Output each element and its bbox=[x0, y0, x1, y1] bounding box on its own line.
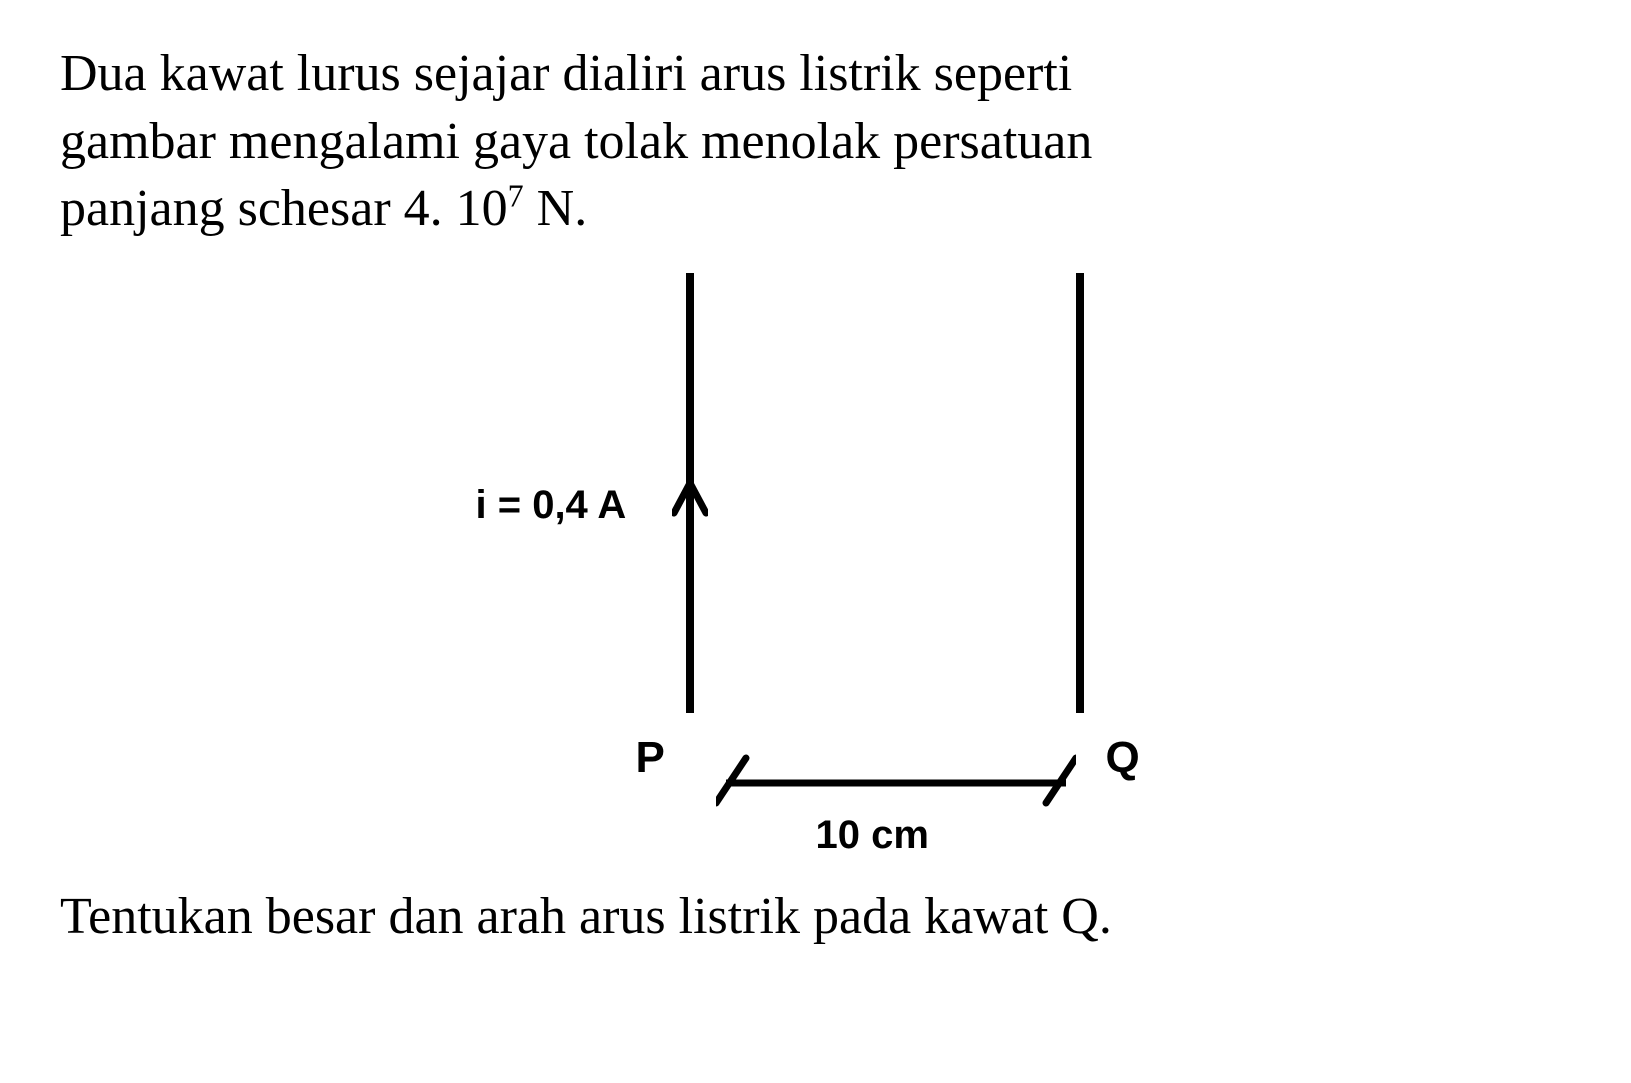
distance-line bbox=[716, 753, 1076, 813]
problem-line-1: Dua kawat lurus sejajar dialiri arus lis… bbox=[60, 45, 1072, 102]
problem-line-3-suffix: N. bbox=[524, 180, 588, 237]
current-label: i = 0,4 A bbox=[476, 483, 627, 528]
distance-label: 10 cm bbox=[816, 813, 929, 858]
physics-diagram: i = 0,4 A P Q 10 cm bbox=[416, 273, 1216, 853]
problem-statement: Dua kawat lurus sejajar dialiri arus lis… bbox=[60, 40, 1571, 243]
point-p-label: P bbox=[636, 733, 665, 783]
diagram-container: i = 0,4 A P Q 10 cm bbox=[60, 273, 1571, 853]
problem-line-3-prefix: panjang schesar 4. 10 bbox=[60, 180, 508, 237]
problem-exponent: 7 bbox=[508, 178, 524, 214]
point-q-label: Q bbox=[1106, 733, 1140, 783]
problem-line-2: gambar mengalami gaya tolak menolak pers… bbox=[60, 113, 1092, 170]
wire-q bbox=[1076, 273, 1084, 713]
question-text: Tentukan besar dan arah arus listrik pad… bbox=[60, 883, 1571, 951]
